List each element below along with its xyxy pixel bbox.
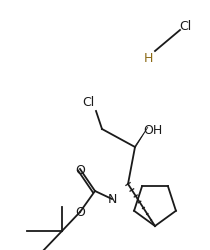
Text: Cl: Cl [82,96,94,109]
Text: N: N [107,193,117,206]
Text: H: H [143,51,153,64]
Text: O: O [75,206,85,219]
Polygon shape [135,128,148,148]
Text: OH: OH [143,123,163,136]
Text: O: O [75,163,85,176]
Text: Cl: Cl [179,20,191,33]
